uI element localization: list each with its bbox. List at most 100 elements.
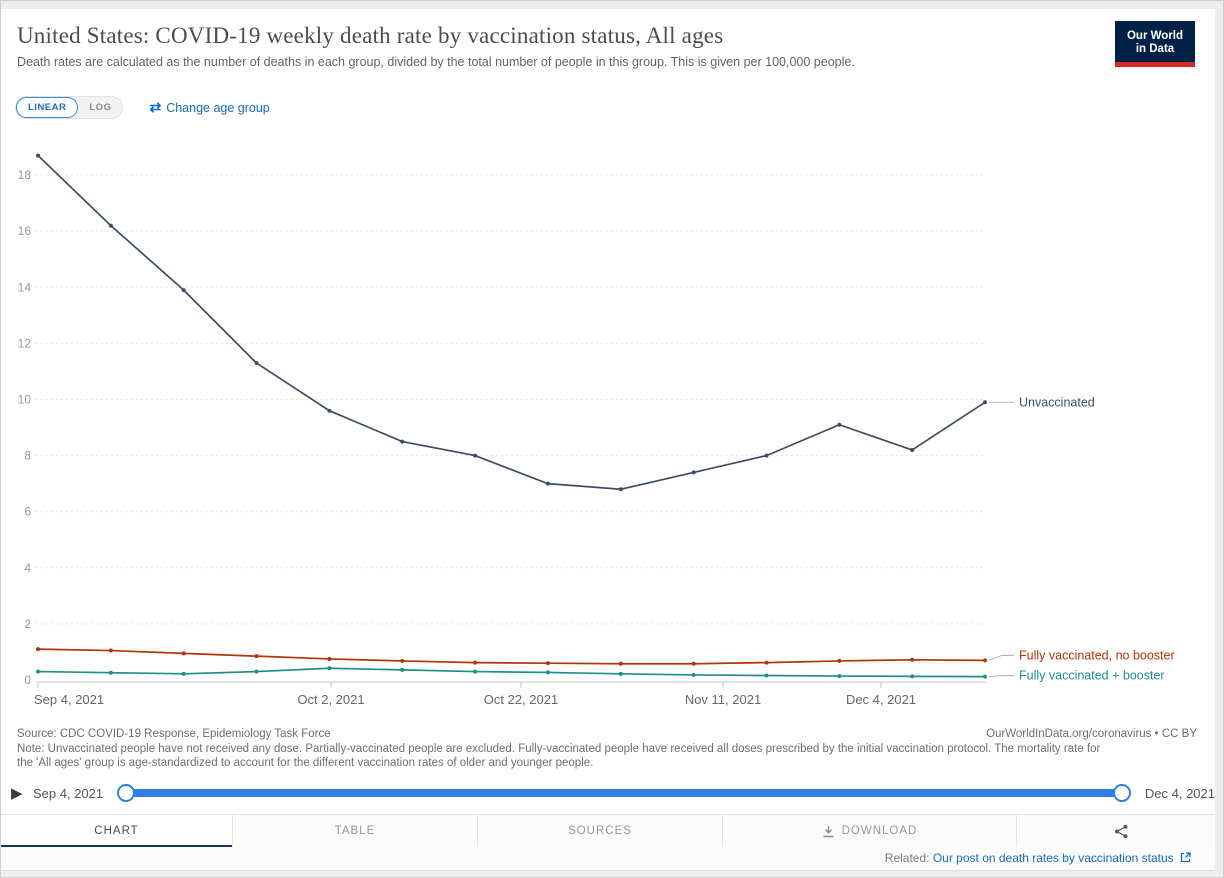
right-strip: [1215, 1, 1223, 877]
data-point[interactable]: [327, 408, 332, 413]
y-axis-label: 4: [24, 561, 31, 575]
data-point[interactable]: [254, 669, 259, 674]
data-point[interactable]: [36, 647, 40, 652]
data-point[interactable]: [36, 669, 40, 674]
change-age-group-link[interactable]: ⇄ Change age group: [149, 99, 269, 116]
tab-bar: CHART TABLE SOURCES DOWNLOAD: [1, 814, 1223, 848]
data-point[interactable]: [837, 674, 842, 679]
data-point[interactable]: [327, 666, 332, 671]
data-point[interactable]: [837, 422, 842, 427]
series-label[interactable]: Fully vaccinated, no booster: [1019, 648, 1175, 662]
y-axis-label: 12: [18, 336, 32, 350]
page-title: United States: COVID-19 weekly death rat…: [17, 23, 724, 48]
data-point[interactable]: [983, 658, 987, 663]
data-point[interactable]: [910, 447, 915, 452]
data-point[interactable]: [473, 660, 478, 665]
data-point[interactable]: [618, 661, 623, 666]
data-point[interactable]: [545, 661, 550, 666]
owid-logo[interactable]: Our World in Data: [1115, 21, 1195, 67]
linear-scale-button[interactable]: LINEAR: [16, 97, 79, 118]
data-point[interactable]: [764, 673, 769, 678]
data-point[interactable]: [254, 361, 259, 366]
bottom-strip: [1, 871, 1223, 877]
related-bar: Related: Our post on death rates by vacc…: [1, 847, 1217, 871]
data-point[interactable]: [181, 651, 186, 656]
x-axis-label: Oct 2, 2021: [297, 692, 364, 707]
y-axis-label: 2: [24, 617, 31, 631]
swap-arrows-icon: ⇄: [149, 99, 162, 115]
share-icon: [1114, 824, 1127, 838]
data-point[interactable]: [618, 487, 623, 492]
data-point[interactable]: [545, 481, 550, 486]
data-point[interactable]: [108, 670, 113, 675]
chart-header: United States: COVID-19 weekly death rat…: [17, 23, 1097, 69]
x-axis-label: Nov 11, 2021: [685, 692, 761, 707]
y-axis-label: 6: [24, 505, 31, 519]
data-point[interactable]: [910, 674, 915, 679]
series-label[interactable]: Unvaccinated: [1019, 395, 1095, 409]
series-line: [37, 154, 986, 491]
data-point[interactable]: [910, 657, 915, 662]
tab-chart[interactable]: CHART: [1, 815, 233, 848]
data-point[interactable]: [400, 658, 405, 663]
attribution-text: OurWorldInData.org/coronavirus • CC BY: [986, 728, 1197, 740]
timeline-start-handle[interactable]: [117, 784, 136, 802]
data-point[interactable]: [400, 667, 405, 672]
timeline-start-date: Sep 4, 2021: [33, 785, 104, 801]
chart-subtitle: Death rates are calculated as the number…: [17, 55, 855, 69]
tab-chart-label: CHART: [94, 825, 139, 837]
y-axis-label: 0: [24, 673, 31, 687]
data-point[interactable]: [691, 470, 696, 475]
x-axis-label: Oct 22, 2021: [484, 692, 558, 707]
chart-plot[interactable]: 0 2 4 6 8 10 12 14 16 18 Sep 4, 2021 Oct 2, 2021 Oct…: [1, 113, 1224, 721]
data-point[interactable]: [108, 648, 113, 653]
data-point[interactable]: [181, 671, 186, 676]
tab-share[interactable]: [1017, 815, 1223, 847]
download-icon: [823, 825, 834, 837]
data-point[interactable]: [36, 153, 40, 158]
data-point[interactable]: [837, 658, 842, 663]
tab-table[interactable]: TABLE: [233, 815, 478, 847]
scale-toggle: LINEAR LOG: [15, 96, 124, 119]
data-point[interactable]: [327, 656, 332, 661]
top-strip: [1, 1, 1223, 9]
y-axis-label: 18: [18, 168, 32, 182]
timeline-slider-track[interactable]: [119, 789, 1129, 797]
data-point[interactable]: [400, 439, 405, 444]
tab-download-label: DOWNLOAD: [841, 825, 918, 837]
data-point[interactable]: [108, 223, 113, 228]
data-point[interactable]: [983, 674, 987, 679]
data-point[interactable]: [473, 669, 478, 674]
play-button[interactable]: ▶: [11, 785, 23, 802]
data-point[interactable]: [545, 670, 550, 675]
log-scale-button[interactable]: LOG: [89, 102, 112, 113]
y-axis-label: 10: [18, 393, 32, 407]
data-point[interactable]: [983, 400, 987, 405]
source-row: Source: CDC COVID-19 Response, Epidemiol…: [17, 728, 1197, 740]
data-point[interactable]: [181, 288, 186, 293]
series-label[interactable]: Fully vaccinated + booster: [1019, 669, 1165, 683]
tab-sources[interactable]: SOURCES: [478, 815, 723, 847]
logo-line2: in Data: [1135, 43, 1175, 55]
tab-download[interactable]: DOWNLOAD: [723, 815, 1017, 847]
related-link[interactable]: Our post on death rates by vaccination s…: [932, 851, 1174, 865]
y-axis-label: 16: [18, 224, 32, 238]
logo-line1: Our World: [1126, 30, 1183, 42]
x-axis-label: Dec 4, 2021: [846, 692, 916, 707]
timeline-slider[interactable]: [117, 784, 1131, 802]
data-point[interactable]: [254, 654, 259, 659]
timeline-control: ▶ Sep 4, 2021 Dec 4, 2021: [11, 781, 1215, 805]
data-point[interactable]: [691, 672, 696, 677]
x-axis-label: Sep 4, 2021: [34, 692, 104, 707]
data-point[interactable]: [473, 453, 478, 458]
data-point[interactable]: [764, 660, 769, 665]
timeline-end-handle[interactable]: [1112, 784, 1131, 802]
chart-controls: LINEAR LOG ⇄ Change age group: [15, 96, 270, 119]
data-point[interactable]: [764, 453, 769, 458]
data-point[interactable]: [618, 671, 623, 676]
series-line: [37, 667, 986, 678]
timeline-end-date: Dec 4, 2021: [1144, 785, 1215, 801]
y-axis-label: 8: [24, 449, 31, 463]
data-point[interactable]: [691, 661, 696, 666]
